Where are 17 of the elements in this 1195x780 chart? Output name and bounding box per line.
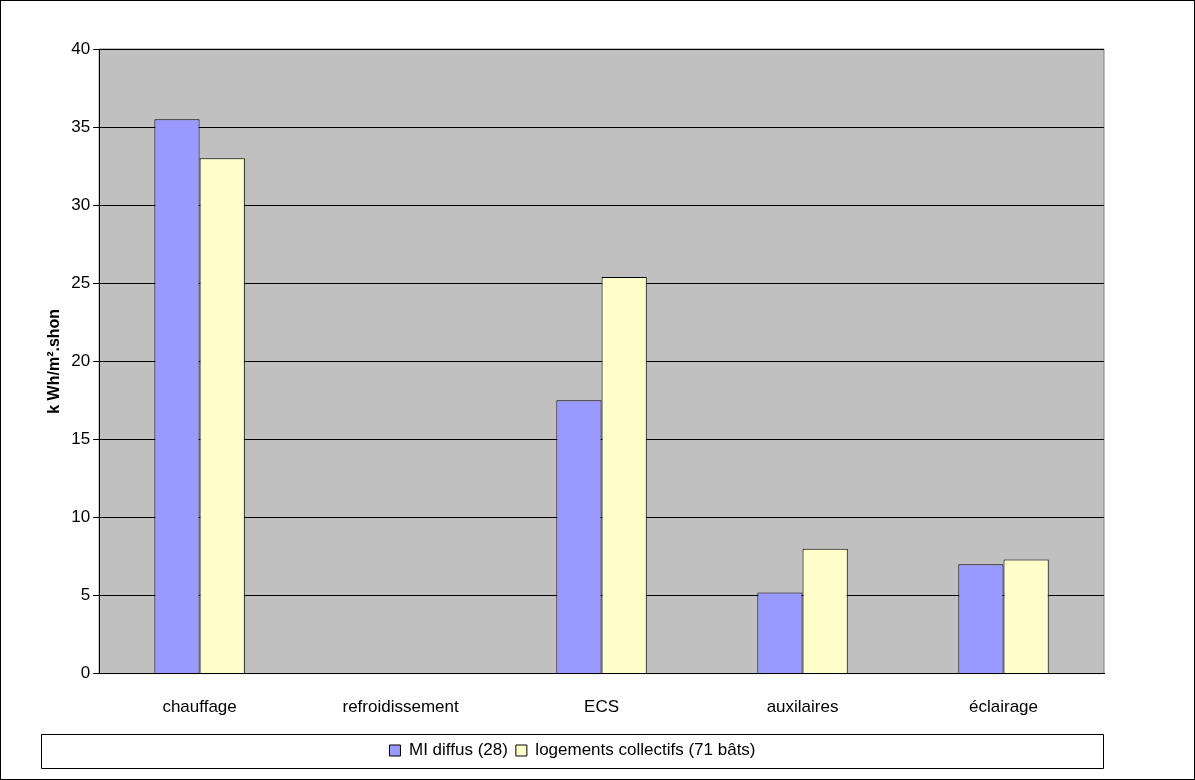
y-tick-label: 30 xyxy=(71,194,91,214)
y-tick-label: 35 xyxy=(71,116,91,136)
x-tick-label: chauffage xyxy=(162,697,237,717)
x-tick-label: auxilaires xyxy=(766,697,839,717)
y-tick-label: 10 xyxy=(71,507,91,527)
x-tick-label: refroidissement xyxy=(342,697,459,717)
x-tick-label: ECS xyxy=(584,697,620,717)
legend-label: MI diffus (28) xyxy=(408,740,508,760)
y-tick-label: 40 xyxy=(71,38,91,58)
y-tick-label: 20 xyxy=(71,350,91,370)
y-axis-title: k Wh/m².shon xyxy=(45,308,63,414)
y-tick-label: 0 xyxy=(80,663,91,683)
y-tick-label: 15 xyxy=(71,429,91,449)
legend-label: logements collectifs (71 bâts) xyxy=(535,740,756,760)
x-tick-label: éclairage xyxy=(969,697,1039,717)
y-tick-label: 5 xyxy=(80,585,91,605)
y-tick-label: 25 xyxy=(71,272,91,292)
